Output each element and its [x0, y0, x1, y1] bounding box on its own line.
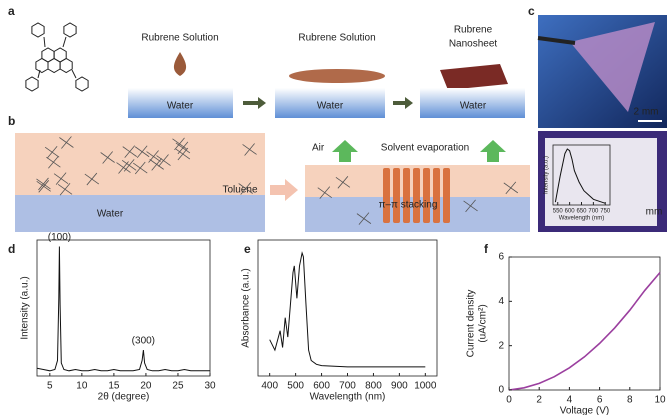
- x-tick-label: 500: [287, 381, 304, 392]
- y-axis-label: Absorbance (a.u.): [241, 268, 252, 348]
- stack-column: [393, 168, 400, 223]
- panel-label: a: [8, 4, 15, 18]
- x-tick-label: 10: [76, 381, 88, 392]
- y-axis-label: Intensity (a.u.): [20, 276, 31, 339]
- x-axis-label: Voltage (V): [560, 406, 609, 415]
- y-axis-label: (uA/cm²): [478, 304, 489, 342]
- peak-annotation: (300): [132, 336, 155, 347]
- bond: [72, 70, 76, 78]
- molecule: [26, 23, 88, 91]
- x-axis-label: Wavelength (nm): [310, 392, 386, 403]
- molecule-ring: [32, 23, 44, 37]
- arrow: [332, 140, 358, 162]
- panel-label: c: [528, 4, 535, 18]
- x-tick-label: 6: [597, 395, 603, 406]
- stack-column: [383, 168, 390, 223]
- figure: a Rubrene Solution Rubrene Solution Rubr…: [0, 0, 667, 415]
- arrow: [270, 179, 298, 201]
- y-axis-label: Intensity (a.u.): [543, 156, 549, 194]
- stack-column: [403, 168, 410, 223]
- x-axis-label: Wavelength (nm): [559, 216, 604, 222]
- x-tick-label: 600: [565, 209, 576, 215]
- molecule-ring: [26, 77, 38, 91]
- x-tick-label: 650: [576, 209, 587, 215]
- y-tick-label: 4: [498, 296, 504, 307]
- x-tick-label: 5: [47, 381, 53, 392]
- evaporation-label: Solvent evaporation: [381, 143, 469, 154]
- stack-column: [443, 168, 450, 223]
- nanosheet: [440, 64, 508, 90]
- plot-frame: [509, 257, 660, 390]
- step-label: Rubrene Solution: [298, 33, 375, 44]
- x-tick-label: 25: [172, 381, 184, 392]
- x-tick-label: 20: [140, 381, 152, 392]
- y-axis-label: Current density: [466, 290, 477, 358]
- y-tick-label: 2: [498, 340, 504, 351]
- water-label: Water: [167, 101, 194, 112]
- x-tick-label: 4: [567, 395, 573, 406]
- x-tick-label: 10: [654, 395, 666, 406]
- stacking: [383, 168, 450, 223]
- solution-film: [289, 69, 385, 83]
- x-tick-label: 400: [261, 381, 278, 392]
- y-tick-label: 6: [498, 252, 504, 263]
- molecule-ring: [76, 77, 88, 91]
- plot-frame: [37, 240, 210, 376]
- x-tick-label: 30: [204, 381, 216, 392]
- y-tick-label: 0: [498, 385, 504, 396]
- x-tick-label: 0: [506, 395, 512, 406]
- data-line: [37, 247, 210, 371]
- x-tick-label: 700: [339, 381, 356, 392]
- x-tick-label: 700: [588, 209, 599, 215]
- x-tick-label: 1000: [414, 381, 437, 392]
- x-tick-label: 2: [536, 395, 542, 406]
- step-label: Nanosheet: [449, 39, 498, 50]
- scale-label: mm: [646, 207, 663, 218]
- panel-label: f: [484, 242, 489, 256]
- water-label: Water: [460, 101, 487, 112]
- water-layer: [15, 195, 265, 232]
- x-tick-label: 900: [391, 381, 408, 392]
- step-label: Rubrene Solution: [141, 33, 218, 44]
- water-label: Water: [97, 209, 124, 220]
- stack-column: [423, 168, 430, 223]
- arrow: [243, 97, 266, 109]
- x-tick-label: 550: [553, 209, 564, 215]
- x-tick-label: 750: [600, 209, 611, 215]
- toluene-label: Toluene: [222, 185, 257, 196]
- droplet: [174, 52, 186, 76]
- molecule-ring: [48, 59, 60, 73]
- scale-label: 2 mm: [634, 107, 659, 118]
- x-axis-label: 2θ (degree): [98, 392, 150, 403]
- stack-column: [413, 168, 420, 223]
- peak-annotation: (100): [48, 232, 71, 243]
- water-label: Water: [317, 101, 344, 112]
- plot-frame: [258, 240, 437, 376]
- molecule-ring: [64, 23, 76, 37]
- x-tick-label: 15: [108, 381, 120, 392]
- stack-column: [433, 168, 440, 223]
- x-tick-label: 800: [365, 381, 382, 392]
- arrow: [480, 140, 506, 162]
- bond: [63, 37, 66, 47]
- molecule-ring: [60, 59, 72, 73]
- x-tick-label: 8: [627, 395, 633, 406]
- stacking-label: π–π stacking: [379, 200, 438, 211]
- arrow: [393, 97, 413, 109]
- bond: [44, 37, 45, 47]
- panel-label: d: [8, 242, 15, 256]
- air-label: Air: [312, 143, 325, 154]
- panel-label: b: [8, 114, 15, 128]
- x-tick-label: 600: [313, 381, 330, 392]
- molecule-ring: [36, 59, 48, 73]
- step-label: Rubrene: [454, 25, 493, 36]
- data-line: [270, 253, 426, 367]
- data-line: [509, 273, 660, 391]
- panel-label: e: [244, 242, 251, 256]
